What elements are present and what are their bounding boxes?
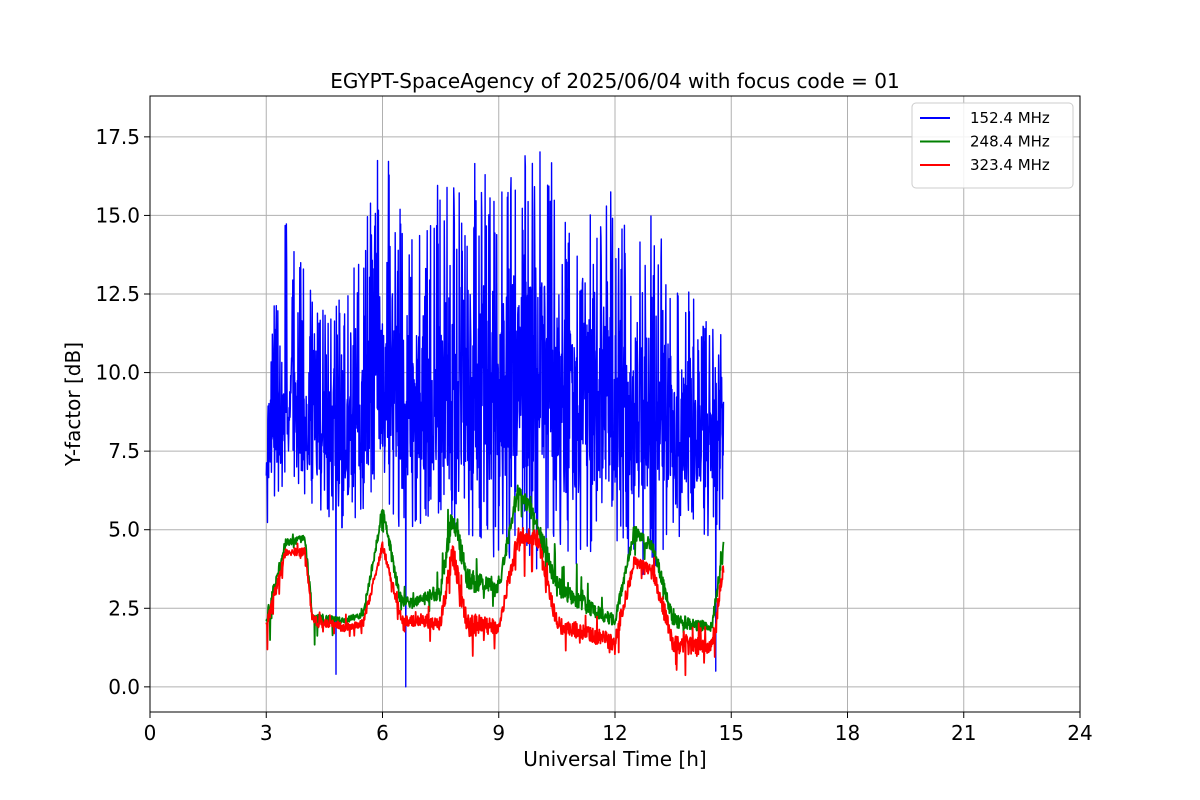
y-axis: 0.0 2.5 5.0 7.5 10.0 12.5 15.0 17.5 <box>95 125 150 699</box>
legend-entry: 248.4 MHz <box>970 133 1050 151</box>
x-tick-label: 12 <box>602 721 627 745</box>
x-axis-label: Universal Time [h] <box>523 747 706 771</box>
legend-entry: 152.4 MHz <box>970 109 1050 127</box>
series-line-1 <box>265 484 725 646</box>
y-tick-label: 0.0 <box>108 675 140 699</box>
y-tick-label: 5.0 <box>108 518 140 542</box>
x-axis: 0 3 6 9 12 15 18 21 24 <box>144 712 1093 745</box>
x-tick-label: 0 <box>144 721 157 745</box>
y-tick-label: 2.5 <box>108 596 140 620</box>
y-tick-label: 12.5 <box>95 282 140 306</box>
x-tick-label: 6 <box>376 721 389 745</box>
x-tick-label: 21 <box>951 721 976 745</box>
series-line-0 <box>265 151 725 688</box>
chart-title: EGYPT-SpaceAgency of 2025/06/04 with foc… <box>330 69 899 93</box>
y-tick-label: 17.5 <box>95 125 140 149</box>
x-tick-label: 9 <box>492 721 505 745</box>
series-layer <box>265 151 725 688</box>
x-tick-label: 24 <box>1067 721 1092 745</box>
x-tick-label: 18 <box>835 721 860 745</box>
y-tick-label: 7.5 <box>108 439 140 463</box>
legend-entry: 323.4 MHz <box>970 156 1050 174</box>
y-axis-label: Y-factor [dB] <box>61 342 85 467</box>
x-tick-label: 15 <box>719 721 744 745</box>
x-tick-label: 3 <box>260 721 273 745</box>
y-tick-label: 15.0 <box>95 203 140 227</box>
legend-box <box>911 102 1074 189</box>
series-line-2 <box>265 527 725 677</box>
legend: 152.4 MHz 248.4 MHz 323.4 MHz <box>911 102 1074 189</box>
y-tick-label: 10.0 <box>95 361 140 385</box>
